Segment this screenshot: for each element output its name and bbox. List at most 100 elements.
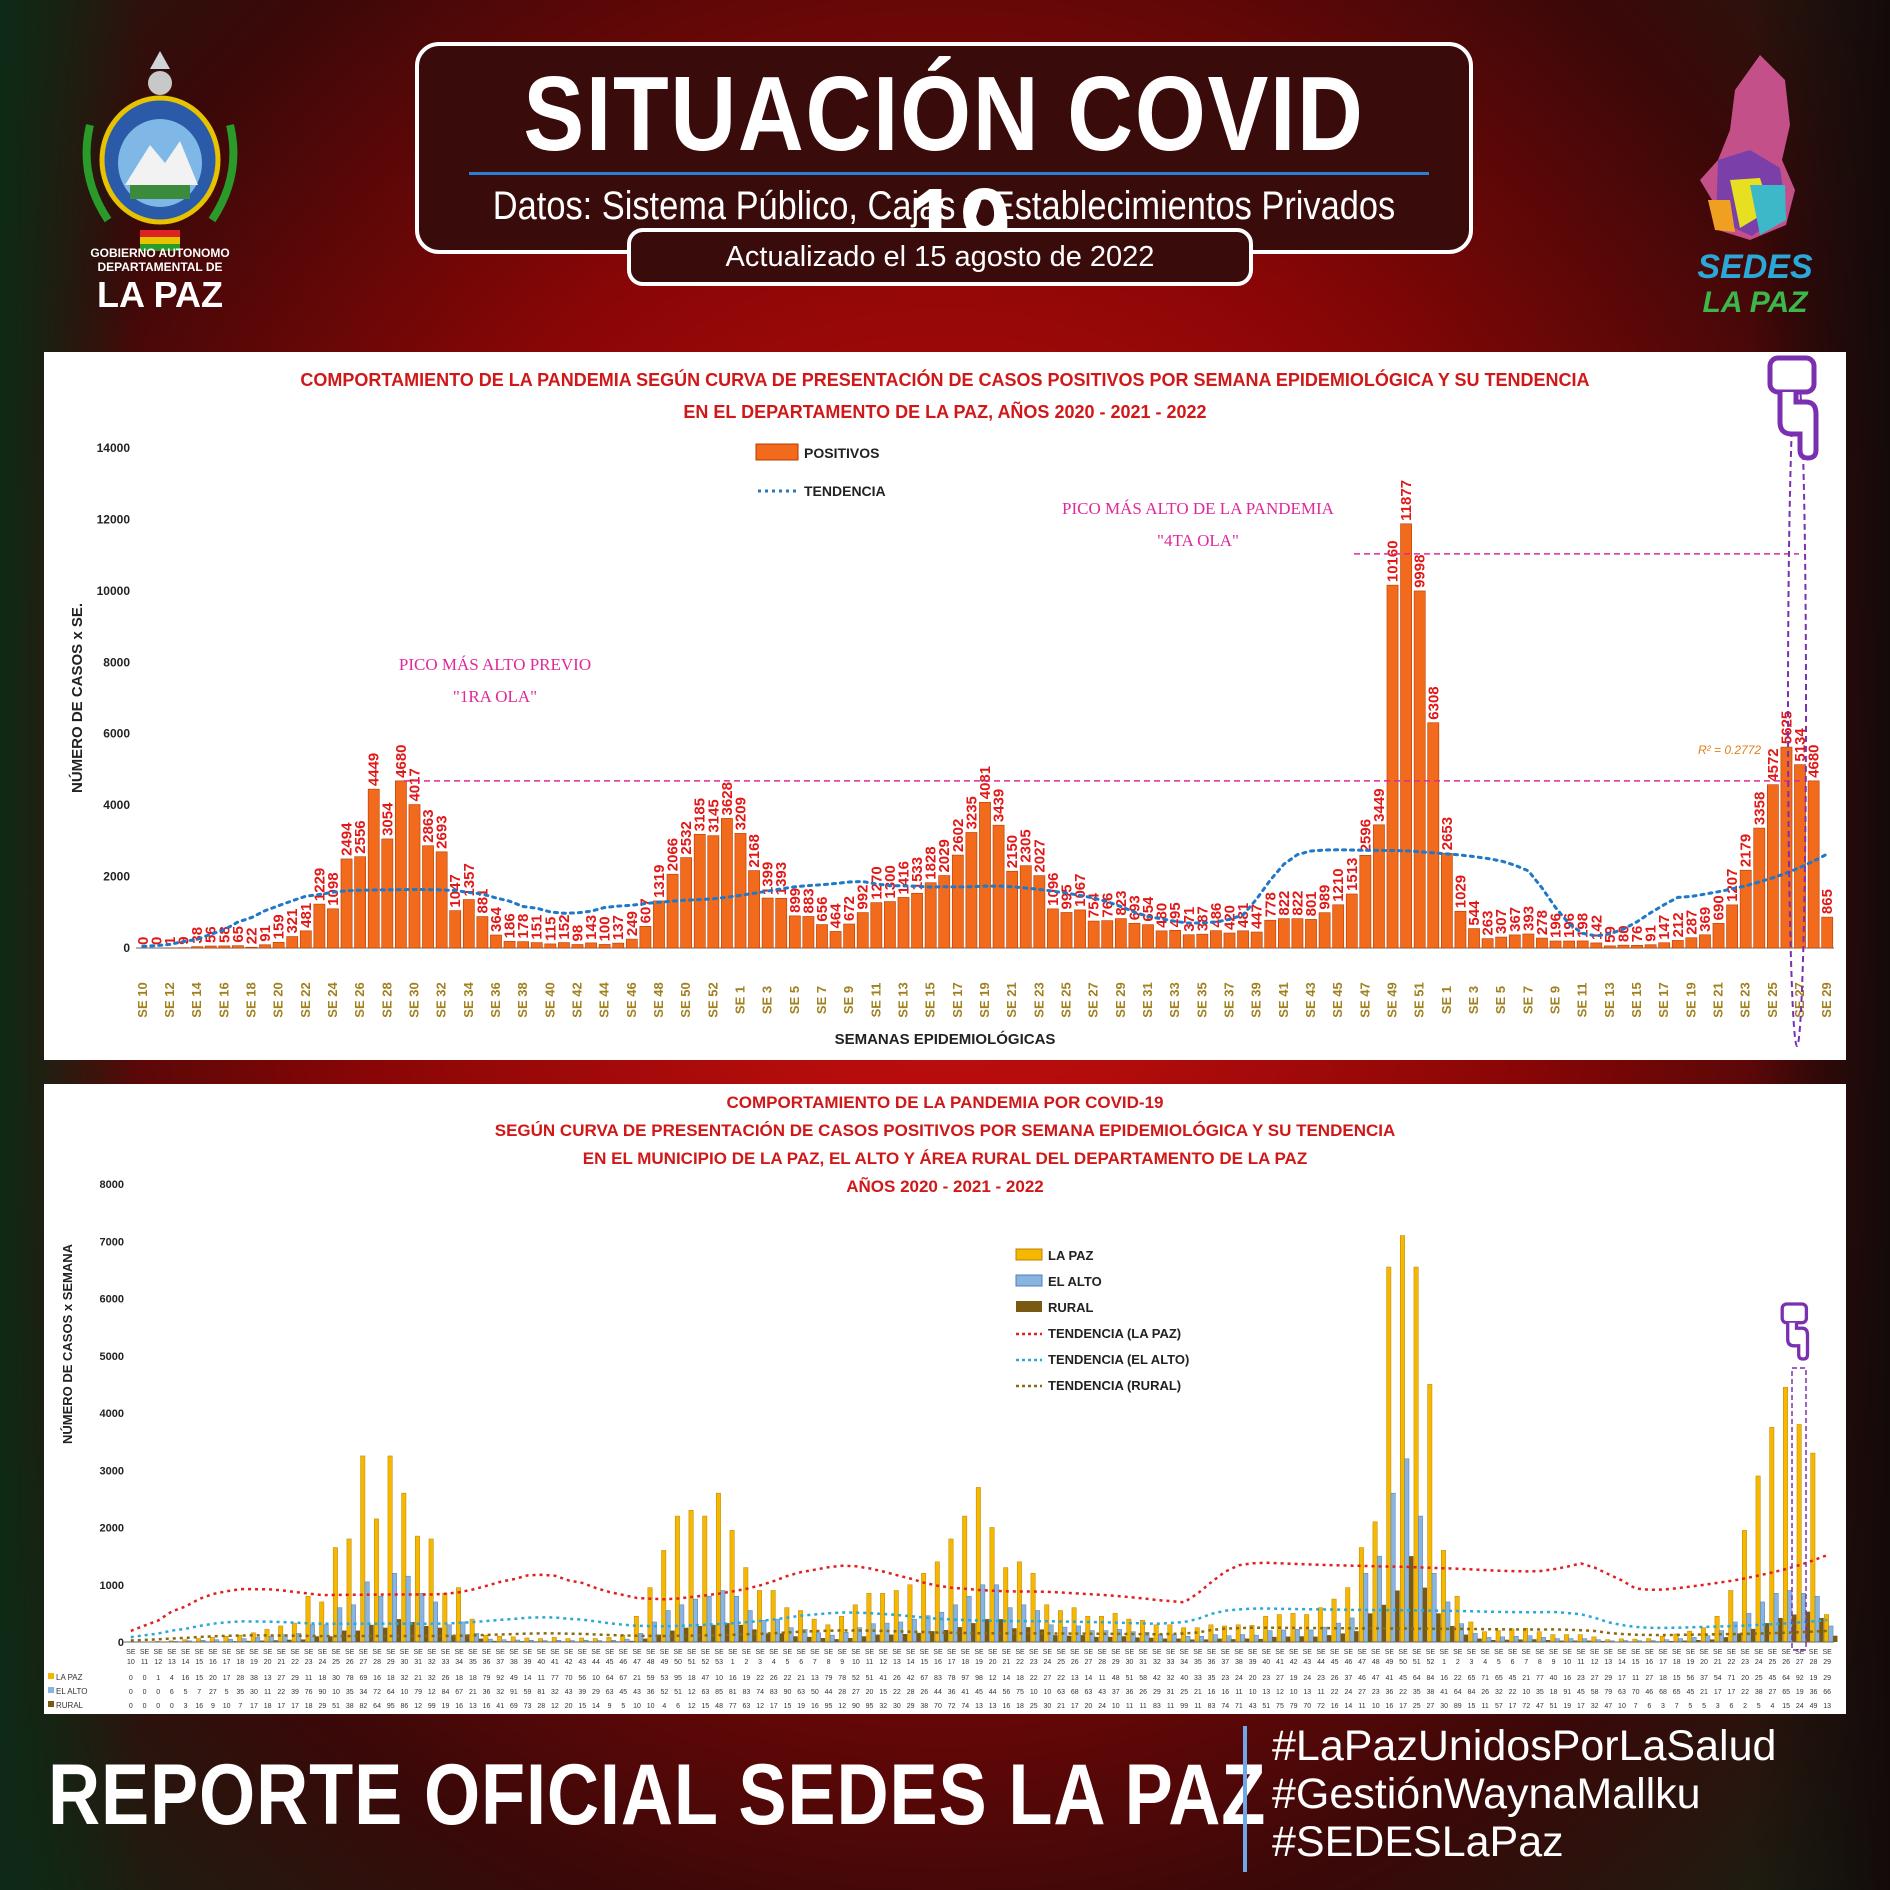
footer-hashtags: #LaPazUnidosPorLaSalud #GestiónWaynaMall… [1272, 1722, 1776, 1866]
chart1-data-label: 1067 [1072, 874, 1089, 907]
chart2-table-cell: 74 [961, 1703, 969, 1710]
chart2-table-cell: 46 [1358, 1675, 1366, 1682]
chart1-bar [354, 856, 367, 949]
chart1-xtick: SE 3 [760, 986, 775, 1014]
chart2-table-cell: 0 [129, 1703, 133, 1710]
chart2-xtick-se: SE [1344, 1649, 1354, 1656]
chart2-table-cell: 20 [1085, 1703, 1093, 1710]
chart2-table-cell: 22 [1741, 1689, 1749, 1696]
chart1-xtick: SE 27 [1086, 982, 1101, 1017]
chart1-bar [1658, 942, 1671, 949]
chart1-bar [1142, 924, 1154, 949]
chart2-xtick-se: SE [961, 1649, 971, 1656]
chart2-bar-rural [1819, 1617, 1824, 1642]
chart2-bar-rural [1532, 1639, 1537, 1642]
chart2-table-cell: 17 [1071, 1703, 1079, 1710]
chart2-table-cell: 17 [223, 1675, 231, 1682]
chart2-bar-rural [1833, 1635, 1838, 1642]
chart1-data-label: 801 [1303, 891, 1320, 916]
chart1-bar [327, 908, 339, 949]
chart2-xtick-week: 19 [250, 1659, 258, 1666]
chart1-bar [1033, 875, 1046, 949]
chart2-xtick-se: SE [1029, 1649, 1039, 1656]
title-rule [469, 172, 1429, 175]
chart2-bar-rural [1463, 1634, 1469, 1642]
chart2-table-cell: 15 [784, 1703, 792, 1710]
chart2-xtick-week: 5 [786, 1659, 790, 1666]
chart2-table-cell: 20 [866, 1689, 874, 1696]
chart2-bar-la-paz [1728, 1590, 1734, 1643]
chart1-data-label: 2653 [1439, 817, 1456, 850]
chart1-bar [1223, 932, 1236, 949]
chart2-bar-el-alto [1527, 1635, 1533, 1643]
chart1-bar [1685, 937, 1698, 949]
chart2-table-cell: 17 [1728, 1689, 1736, 1696]
chart2-table-cell: 23 [1372, 1689, 1380, 1696]
chart2-bar-rural [1764, 1623, 1770, 1642]
chart1-data-label: 0 [135, 937, 152, 945]
chart2-table-cell: 27 [1645, 1675, 1653, 1682]
chart2-table-cell: 24 [1796, 1703, 1804, 1710]
chart2-table-cell: 25 [1030, 1703, 1038, 1710]
chart2-table-cell: 23 [1317, 1675, 1325, 1682]
chart2-bar-el-alto [775, 1618, 780, 1643]
chart2-xtick-se: SE [550, 1649, 560, 1656]
chart2-table-cell: 0 [143, 1675, 147, 1682]
chart2-bar-rural [1436, 1613, 1441, 1642]
chart2-bar-la-paz [1208, 1624, 1214, 1643]
chart2-xtick-se: SE [1303, 1649, 1313, 1656]
chart1-xtick: SE 21 [1004, 982, 1019, 1017]
chart2-xtick-se: SE [796, 1649, 806, 1656]
chart2-xtick-week: 51 [1413, 1659, 1421, 1666]
chart2-table-cell: 58 [1591, 1689, 1599, 1696]
chart2-table-cell: 27 [209, 1689, 217, 1696]
chart2-table-cell: 19 [743, 1675, 751, 1682]
chart1-bar [639, 926, 652, 949]
chart2-bar-rural [711, 1624, 716, 1642]
chart1-bar [693, 833, 706, 949]
chart2-bar-la-paz [825, 1624, 831, 1643]
chart2-table-cell: 42 [1153, 1675, 1161, 1682]
chart2-table-cell: 12 [989, 1675, 997, 1682]
chart2-bar-rural [1066, 1635, 1072, 1642]
chart2-table-cell: 10 [1030, 1689, 1038, 1696]
chart1-xtick: SE 25 [1059, 982, 1074, 1017]
chart2-table-cell: 47 [1372, 1675, 1380, 1682]
chart2-xtick-se: SE [345, 1649, 355, 1656]
chart2-bar-el-alto [1117, 1629, 1122, 1643]
chart1-bar [707, 835, 720, 949]
chart2-table-cell: 16 [373, 1675, 381, 1682]
chart2-table-cell: 16 [1002, 1703, 1010, 1710]
chart2-bar-la-paz [1482, 1631, 1487, 1643]
chart2-table-cell: 41 [1386, 1675, 1394, 1682]
chart2-table-cell: 13 [811, 1675, 819, 1682]
chart2-bar-rural [1696, 1639, 1701, 1642]
chart2-bar-rural [300, 1639, 306, 1642]
chart2-bar-rural [793, 1636, 798, 1642]
chart2-table-cell: 75 [1276, 1703, 1284, 1710]
chart2-bar-rural [902, 1633, 908, 1642]
chart2-bar-el-alto [1513, 1636, 1519, 1643]
chart2-table-cell: 5 [1757, 1703, 1761, 1710]
chart1-data-label: 481 [298, 903, 315, 928]
chart2-table-cell: 5 [184, 1689, 188, 1696]
hand-finger [1786, 1322, 1810, 1361]
chart2-xtick-week: 24 [1044, 1659, 1052, 1666]
chart2-bar-rural [1723, 1637, 1729, 1642]
chart2-table-cell: 16 [1386, 1703, 1394, 1710]
chart1-bar [435, 851, 448, 949]
chart1-bar [462, 899, 475, 949]
chart2-table-cell: 48 [1112, 1675, 1120, 1682]
chart1-bar [408, 804, 421, 949]
chart2-xtick-se: SE [673, 1649, 683, 1656]
chart2-xtick-se: SE [1138, 1649, 1148, 1656]
chart1-subtitle: EN EL DEPARTAMENTO DE LA PAZ, AÑOS 2020 … [683, 401, 1206, 422]
chart2-bar-la-paz [647, 1587, 653, 1643]
chart2-table-cell: 13 [975, 1703, 983, 1710]
chart2-table-cell: 68 [1659, 1689, 1667, 1696]
chart2-ylabel: NÚMERO DE CASOS x SEMANA [60, 1243, 75, 1444]
chart2-table-cell: 21 [469, 1689, 477, 1696]
chart2-bar-rural [1491, 1639, 1496, 1642]
chart2-table-cell: 17 [250, 1703, 258, 1710]
chart1-xtick: SE 39 [1249, 982, 1264, 1017]
